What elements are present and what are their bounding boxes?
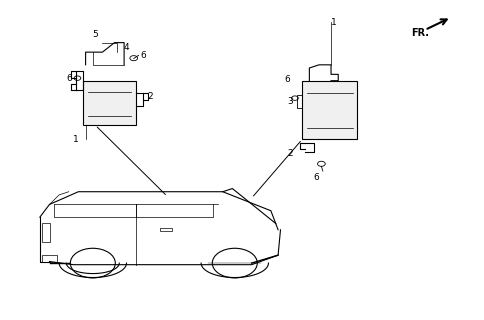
Bar: [42, 255, 57, 261]
Text: 6: 6: [140, 51, 146, 60]
Text: 4: 4: [124, 43, 129, 52]
Text: 2: 2: [148, 92, 153, 101]
Bar: [42, 223, 49, 243]
Text: FR.: FR.: [411, 28, 429, 38]
Text: 5: 5: [92, 30, 98, 39]
Bar: [302, 81, 358, 140]
Bar: [83, 81, 136, 125]
Text: 3: 3: [287, 97, 293, 106]
Bar: [160, 228, 172, 231]
Text: 6: 6: [66, 74, 72, 83]
Text: 6: 6: [314, 173, 319, 182]
Text: 1: 1: [331, 18, 336, 27]
Text: 2: 2: [287, 149, 293, 158]
Text: 1: 1: [73, 135, 79, 144]
Text: 6: 6: [285, 75, 290, 84]
